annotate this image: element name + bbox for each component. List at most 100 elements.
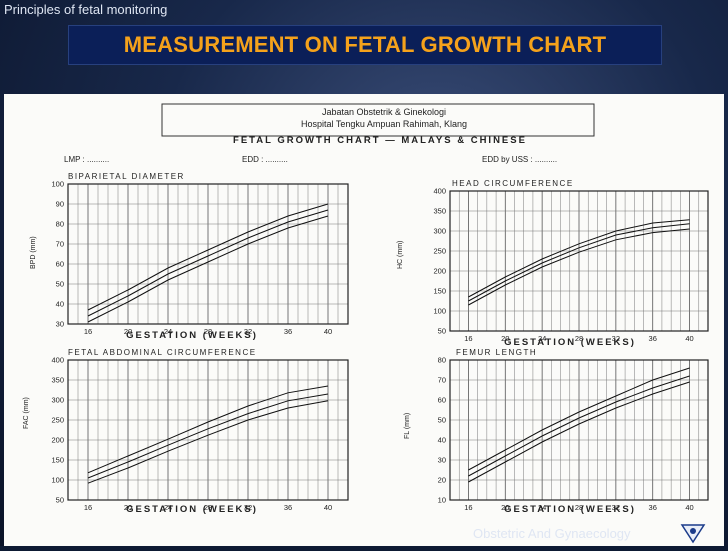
x-tick-label: 40 bbox=[324, 327, 332, 336]
centile-curve-2 bbox=[468, 381, 690, 483]
y-axis-label: FAC (mm) bbox=[23, 397, 30, 429]
y-tick-label: 400 bbox=[433, 187, 446, 196]
y-tick-label: 60 bbox=[438, 396, 446, 405]
university-crest-icon bbox=[680, 524, 706, 544]
chart-bpd: BIPARIETAL DIAMETER BPD (mm) GESTATION (… bbox=[30, 172, 349, 341]
x-tick-label: 40 bbox=[685, 503, 693, 512]
chart-frame bbox=[449, 359, 709, 501]
chart-title: BIPARIETAL DIAMETER bbox=[68, 172, 185, 181]
y-tick-label: 30 bbox=[438, 456, 446, 465]
y-tick-label: 150 bbox=[51, 456, 64, 465]
centile-curve-0 bbox=[468, 367, 690, 471]
chart-hc: HEAD CIRCUMFERENCE HC (mm) GESTATION (WE… bbox=[397, 179, 709, 348]
x-tick-label: 28 bbox=[204, 327, 212, 336]
y-tick-label: 50 bbox=[438, 327, 446, 336]
y-tick-label: 20 bbox=[438, 476, 446, 485]
x-axis-label: GESTATION (WEEKS) bbox=[504, 504, 636, 515]
x-tick-label: 40 bbox=[324, 503, 332, 512]
centile-curve-2 bbox=[468, 228, 690, 306]
x-tick-label: 36 bbox=[649, 334, 657, 343]
x-tick-label: 16 bbox=[84, 327, 92, 336]
y-tick-label: 90 bbox=[56, 200, 64, 209]
y-axis-label: BPD (mm) bbox=[30, 236, 37, 269]
x-tick-label: 20 bbox=[501, 503, 509, 512]
y-tick-label: 50 bbox=[438, 416, 446, 425]
y-tick-label: 300 bbox=[51, 396, 64, 405]
y-tick-label: 40 bbox=[56, 300, 64, 309]
centile-curve-0 bbox=[87, 203, 329, 311]
x-tick-label: 32 bbox=[244, 503, 252, 512]
x-tick-label: 32 bbox=[612, 503, 620, 512]
y-tick-label: 70 bbox=[438, 376, 446, 385]
x-tick-label: 32 bbox=[612, 334, 620, 343]
x-tick-label: 28 bbox=[575, 334, 583, 343]
centile-curve-0 bbox=[468, 219, 690, 298]
y-tick-label: 300 bbox=[433, 227, 446, 236]
x-axis-label: GESTATION (WEEKS) bbox=[126, 504, 258, 515]
footer-text: Obstetric And Gynaecology bbox=[473, 526, 631, 541]
y-tick-label: 30 bbox=[56, 320, 64, 329]
letterhead-box bbox=[161, 103, 595, 137]
hospital-line2: Hospital Tengku Ampuan Rahimah, Klang bbox=[301, 119, 467, 129]
x-axis-label: GESTATION (WEEKS) bbox=[504, 337, 636, 348]
y-tick-label: 80 bbox=[56, 220, 64, 229]
x-tick-label: 24 bbox=[164, 327, 172, 336]
x-tick-label: 20 bbox=[501, 334, 509, 343]
centile-curve-2 bbox=[87, 400, 329, 484]
centile-curve-1 bbox=[468, 223, 690, 302]
centile-curve-1 bbox=[87, 209, 329, 317]
x-tick-label: 16 bbox=[464, 334, 472, 343]
hospital-line1: Jabatan Obstetrik & Ginekologi bbox=[322, 107, 446, 117]
x-tick-label: 36 bbox=[284, 327, 292, 336]
x-tick-label: 24 bbox=[538, 334, 546, 343]
centile-curve-1 bbox=[468, 375, 690, 477]
y-tick-label: 50 bbox=[56, 496, 64, 505]
y-tick-label: 200 bbox=[51, 436, 64, 445]
chart-title: FEMUR LENGTH bbox=[456, 348, 537, 357]
y-tick-label: 350 bbox=[433, 207, 446, 216]
x-tick-label: 20 bbox=[124, 503, 132, 512]
y-tick-label: 250 bbox=[433, 247, 446, 256]
y-tick-label: 100 bbox=[51, 476, 64, 485]
chart-frame bbox=[67, 183, 349, 325]
y-tick-label: 50 bbox=[56, 280, 64, 289]
chart-frame bbox=[449, 190, 709, 332]
y-tick-label: 40 bbox=[438, 436, 446, 445]
y-tick-label: 350 bbox=[51, 376, 64, 385]
x-tick-label: 36 bbox=[284, 503, 292, 512]
x-tick-label: 16 bbox=[464, 503, 472, 512]
scanned-document: Jabatan Obstetrik & Ginekologi Hospital … bbox=[4, 94, 724, 546]
edd-label: EDD : .......... bbox=[242, 155, 288, 164]
y-tick-label: 10 bbox=[438, 496, 446, 505]
chart-title: HEAD CIRCUMFERENCE bbox=[452, 179, 574, 188]
y-axis-label: HC (mm) bbox=[397, 241, 404, 269]
x-tick-label: 32 bbox=[244, 327, 252, 336]
document-title: FETAL GROWTH CHART — MALAYS & CHINESE bbox=[233, 135, 527, 146]
y-tick-label: 100 bbox=[51, 180, 64, 189]
breadcrumb: Principles of fetal monitoring bbox=[4, 2, 168, 17]
lmp-label: LMP : .......... bbox=[64, 155, 109, 164]
chart-title: FETAL ABDOMINAL CIRCUMFERENCE bbox=[68, 348, 257, 357]
growth-chart-scan: Jabatan Obstetrik & Ginekologi Hospital … bbox=[23, 103, 709, 515]
chart-frame bbox=[67, 359, 349, 501]
y-tick-label: 70 bbox=[56, 240, 64, 249]
x-tick-label: 28 bbox=[575, 503, 583, 512]
y-tick-label: 60 bbox=[56, 260, 64, 269]
chart-fl: FEMUR LENGTH FL (mm) GESTATION (WEEKS) 1… bbox=[404, 348, 709, 515]
slide-title: MEASUREMENT ON FETAL GROWTH CHART bbox=[123, 32, 607, 57]
x-tick-label: 20 bbox=[124, 327, 132, 336]
y-tick-label: 100 bbox=[433, 307, 446, 316]
y-tick-label: 150 bbox=[433, 287, 446, 296]
centile-curve-1 bbox=[87, 393, 329, 479]
y-tick-label: 400 bbox=[51, 356, 64, 365]
centile-curve-2 bbox=[87, 215, 329, 323]
y-tick-label: 200 bbox=[433, 267, 446, 276]
x-axis-label: GESTATION (WEEKS) bbox=[126, 330, 258, 341]
y-tick-label: 250 bbox=[51, 416, 64, 425]
x-tick-label: 24 bbox=[164, 503, 172, 512]
title-bar: MEASUREMENT ON FETAL GROWTH CHART bbox=[68, 25, 662, 65]
x-tick-label: 16 bbox=[84, 503, 92, 512]
y-tick-label: 80 bbox=[438, 356, 446, 365]
x-tick-label: 24 bbox=[538, 503, 546, 512]
x-tick-label: 40 bbox=[685, 334, 693, 343]
